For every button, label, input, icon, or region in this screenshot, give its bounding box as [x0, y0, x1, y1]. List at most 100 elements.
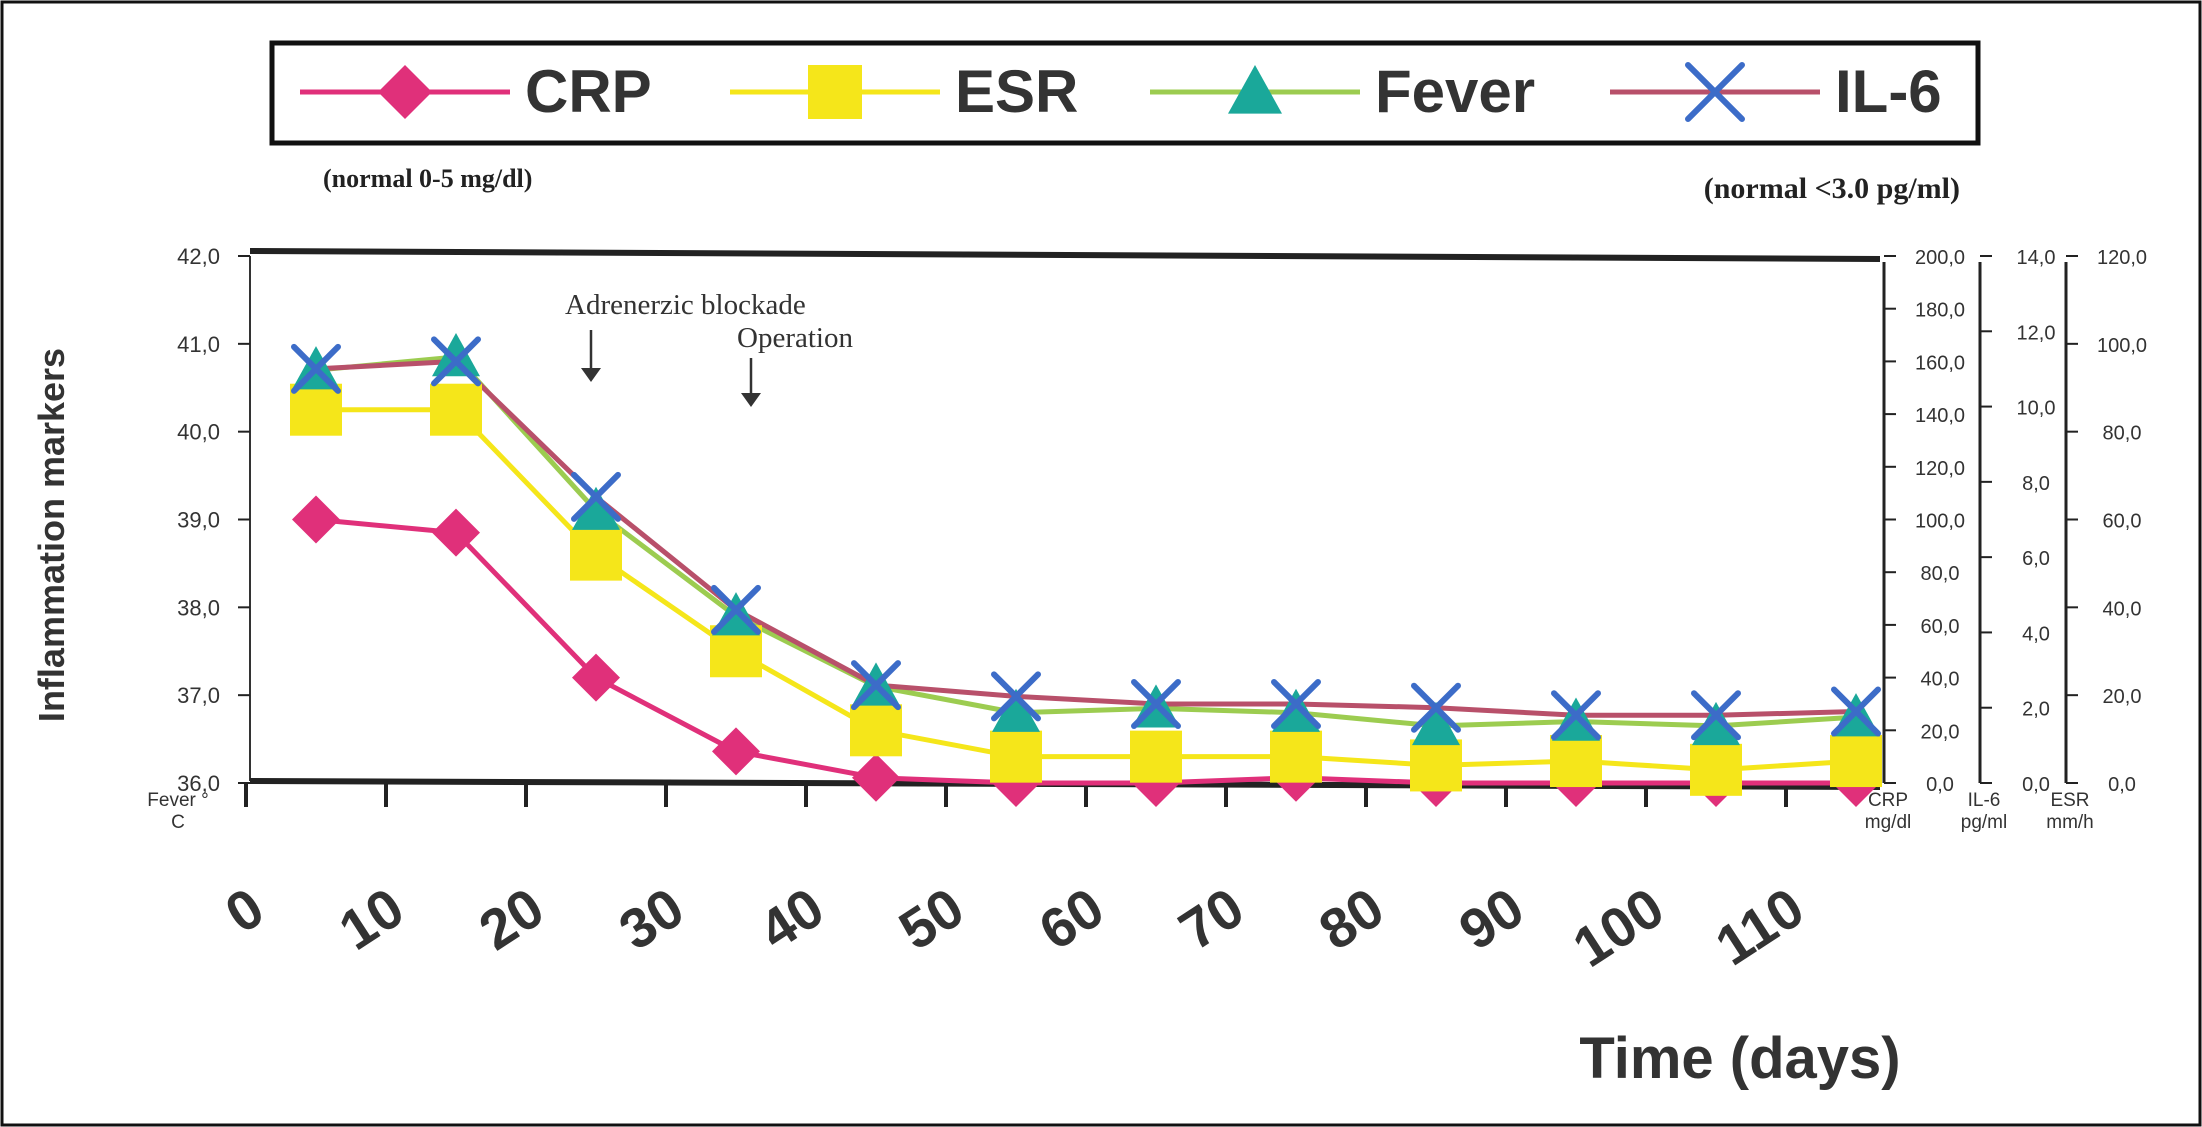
- y-axis-label: Inflammation markers: [31, 348, 72, 722]
- y-tick-label: 40,0: [177, 420, 220, 445]
- y-tick-label: 200,0: [1915, 247, 1965, 269]
- y-tick-label: 8,0: [2022, 473, 2050, 495]
- y-tick-label: 36,0: [177, 771, 220, 796]
- y-axis-unit-label: IL-6: [1968, 790, 2001, 811]
- y-tick-label: 180,0: [1915, 300, 1965, 322]
- y-tick-label: 60,0: [2103, 511, 2142, 533]
- y-tick-label: 0,0: [2108, 774, 2136, 796]
- data-point-esr: [990, 730, 1042, 783]
- y-tick-label: 40,0: [2103, 598, 2142, 620]
- data-point-esr: [1130, 730, 1182, 783]
- y-tick-label: 140,0: [1915, 405, 1965, 427]
- legend-label: ESR: [955, 58, 1078, 125]
- data-point-esr: [290, 383, 342, 436]
- data-point-il-6: [1831, 686, 1881, 737]
- data-point-fever: [432, 333, 480, 377]
- y-tick-label: 20,0: [2103, 686, 2142, 708]
- y-tick-label: 20,0: [1921, 721, 1960, 743]
- y-tick-label: 40,0: [1921, 669, 1960, 691]
- data-point-il-6: [1551, 690, 1601, 741]
- y-tick-label: 12,0: [2017, 322, 2056, 344]
- data-point-fever: [1692, 701, 1740, 746]
- y-tick-label: 80,0: [1921, 563, 1960, 585]
- x-axis-label: Time (days): [1579, 1026, 1900, 1091]
- data-point-crp: [432, 508, 480, 557]
- legend-item-esr: ESR: [730, 58, 1078, 125]
- annotation-text: Operation: [737, 322, 853, 354]
- y-axis-unit-label: mg/dl: [1865, 812, 1911, 833]
- data-point-fever: [1272, 688, 1320, 732]
- y-tick-label: 100,0: [2097, 335, 2147, 357]
- legend-marker: [1228, 65, 1282, 114]
- legend-item-fever: Fever: [1150, 58, 1535, 125]
- data-point-esr: [1270, 730, 1322, 783]
- data-point-il-6: [431, 336, 481, 387]
- data-point-esr: [570, 528, 622, 581]
- y-tick-label: 4,0: [2022, 623, 2050, 645]
- legend-marker: [378, 65, 432, 119]
- data-point-esr: [1550, 735, 1602, 788]
- y-axis-crp: 0,0 20,0 40,0 60,0 80,0 100,0 120,0 140,0 160,0 1…: [1865, 247, 1965, 833]
- y-tick-label: 38,0: [177, 595, 220, 620]
- data-point-fever: [992, 688, 1040, 732]
- y-axis-unit-label: CRP: [1868, 790, 1908, 811]
- normal-note-left: (normal 0-5 mg/dl): [323, 164, 532, 193]
- legend-marker: [808, 65, 862, 119]
- y-axis-unit-label: pg/ml: [1961, 812, 2007, 833]
- y-tick-label: 37,0: [177, 683, 220, 708]
- series-line-fever: [315, 354, 1857, 729]
- y-tick-label: 60,0: [1921, 616, 1960, 638]
- data-point-crp: [572, 653, 620, 702]
- annotation-arrow-head: [741, 393, 761, 407]
- data-point-esr: [1410, 739, 1462, 792]
- y-tick-label: 120,0: [2097, 247, 2147, 269]
- annotation-0: Adrenerzic blockade: [565, 289, 806, 382]
- annotation-text: Adrenerzic blockade: [565, 289, 806, 321]
- data-point-il-6: [1411, 682, 1461, 733]
- data-point-esr: [430, 383, 482, 436]
- data-point-esr: [850, 704, 902, 757]
- data-point-il-6: [291, 343, 341, 394]
- data-point-il-6: [571, 471, 621, 522]
- y-axis-il6: 0,0 2,0 4,0 6,0 8,0 10,0 12,0 14,0 IL-6pg/ml: [1961, 247, 2056, 833]
- legend-label: Fever: [1375, 58, 1535, 125]
- y-axis-unit-label: ESR: [2050, 790, 2089, 811]
- legend-label: IL-6: [1835, 58, 1942, 125]
- y-tick-label: 42,0: [177, 244, 220, 269]
- data-point-il-6: [711, 584, 761, 635]
- y-tick-label: 160,0: [1915, 352, 1965, 374]
- y-tick-label: 120,0: [1915, 458, 1965, 480]
- y-tick-label: 0,0: [2022, 774, 2050, 796]
- data-point-crp: [292, 495, 340, 544]
- y-tick-label: 0,0: [1926, 774, 1954, 796]
- y-tick-label: 10,0: [2017, 398, 2056, 420]
- legend-marker: [1685, 62, 1745, 122]
- legend-label: CRP: [525, 58, 652, 125]
- plot-top-border: [249, 248, 1881, 262]
- y-tick-label: 41,0: [177, 332, 220, 357]
- normal-note-right: (normal <3.0 pg/ml): [1704, 172, 1960, 205]
- annotation-arrow-head: [581, 368, 601, 382]
- legend-item-il-6: IL-6: [1610, 58, 1942, 125]
- annotation-1: Operation: [737, 322, 853, 407]
- data-point-fever: [1412, 701, 1460, 746]
- y-tick-label: 80,0: [2103, 423, 2142, 445]
- legend-item-crp: CRP: [300, 58, 652, 125]
- y-axis-unit-label: Fever °: [147, 790, 208, 811]
- y-tick-label: 2,0: [2022, 699, 2050, 721]
- data-point-il-6: [991, 671, 1041, 722]
- y-tick-label: 6,0: [2022, 548, 2050, 570]
- data-point-crp: [712, 727, 760, 776]
- data-point-fever: [572, 486, 620, 530]
- y-tick-label: 100,0: [1915, 511, 1965, 533]
- data-point-il-6: [1691, 690, 1741, 741]
- data-point-esr: [1690, 743, 1742, 796]
- data-point-il-6: [1131, 678, 1181, 729]
- series-markers: [290, 333, 1882, 807]
- data-point-il-6: [851, 660, 901, 711]
- legend: CRP ESR Fever IL-6: [269, 40, 1981, 146]
- y-tick-label: 39,0: [177, 508, 220, 533]
